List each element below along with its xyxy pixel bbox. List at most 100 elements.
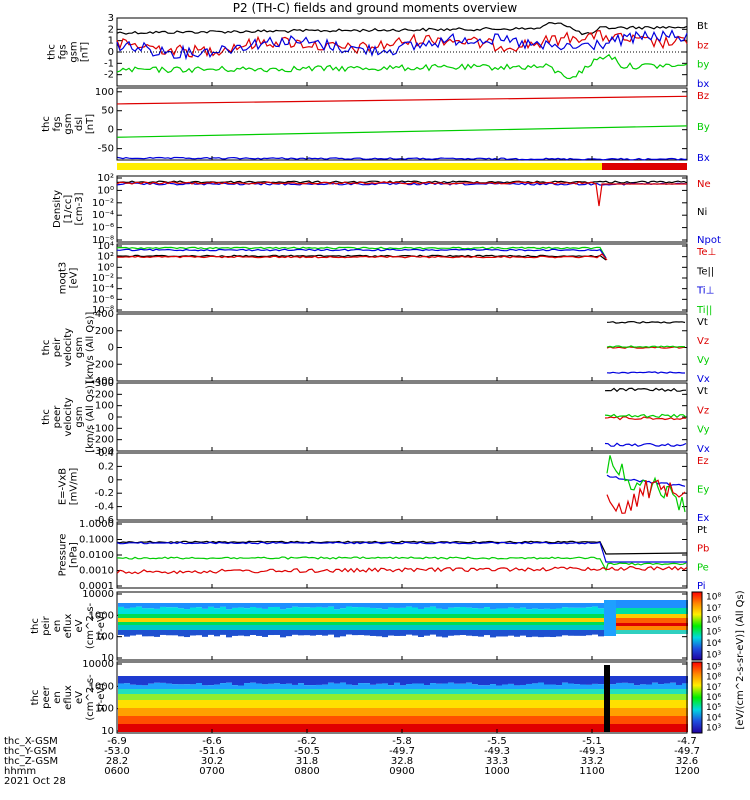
- spectrogram-cell: [664, 626, 670, 630]
- spectrogram-cell: [670, 708, 676, 716]
- spectrogram-cell: [610, 708, 616, 716]
- spectrogram-cell: [526, 622, 532, 625]
- spectrogram-cell: [550, 618, 556, 622]
- spectrogram-cell: [448, 676, 454, 683]
- spectrogram-cell: [658, 724, 664, 732]
- spectrogram-cell: [520, 618, 526, 622]
- spectrogram-cell: [244, 708, 250, 716]
- series-Bz: [116, 95, 688, 105]
- spectrogram-cell: [388, 607, 394, 614]
- y-axis-label: thc: [41, 409, 52, 425]
- spectrogram-cell: [304, 708, 310, 716]
- spectrogram-cell: [586, 694, 592, 700]
- spectrogram-cell: [274, 625, 280, 630]
- spectrogram-cell: [364, 716, 370, 724]
- spectrogram-cell: [508, 708, 514, 716]
- spectrogram-cell: [562, 724, 568, 732]
- y-axis-label: sr-eV): [96, 611, 107, 640]
- spectrogram-cell: [142, 689, 148, 694]
- legend-entry: Bz: [697, 91, 709, 102]
- spectrogram-cell: [142, 716, 148, 724]
- spectrogram-cell: [154, 608, 160, 614]
- spectrogram-cell: [256, 694, 262, 700]
- spectrogram-cell: [244, 618, 250, 622]
- spectrogram-cell: [286, 603, 292, 609]
- spectrogram-cell: [478, 724, 484, 732]
- spectrogram-cell: [124, 700, 130, 708]
- spectrogram-cell: [472, 625, 478, 630]
- spectrogram-cell: [220, 676, 226, 684]
- spectrogram-cell: [118, 630, 124, 635]
- spectrogram-cell: [628, 623, 634, 626]
- legend-entry: Ey: [697, 485, 709, 496]
- y-tick-label: 200: [95, 326, 114, 337]
- spectrogram-cell: [202, 685, 208, 689]
- spectrogram-cell: [472, 700, 478, 708]
- spectrogram-cell: [436, 689, 442, 694]
- spectrogram-cell: [382, 609, 388, 614]
- spectrogram-cell: [250, 614, 256, 618]
- legend-entry: By: [697, 122, 710, 133]
- spectrogram-cell: [616, 623, 622, 626]
- spectrogram-cell: [634, 676, 640, 686]
- spectrogram-cell: [652, 618, 658, 623]
- spectrogram-cell: [580, 625, 586, 630]
- spectrogram-cell: [556, 694, 562, 700]
- spectrogram-cell: [628, 708, 634, 716]
- spectrogram-cell: [334, 618, 340, 622]
- spectrogram-cell: [610, 689, 616, 694]
- spectrogram-cell: [484, 685, 490, 689]
- spectrogram-cell: [196, 625, 202, 630]
- spectrogram-cell: [658, 600, 664, 608]
- spectrogram-cell: [622, 608, 628, 614]
- spectrogram-cell: [520, 607, 526, 614]
- y-tick-label: 0.0010: [79, 566, 114, 577]
- spectrogram-cell: [208, 625, 214, 630]
- spectrogram-cell: [352, 676, 358, 686]
- spectrogram-cell: [676, 618, 682, 623]
- spectrogram-cell: [202, 689, 208, 694]
- spectrogram-cell: [178, 708, 184, 716]
- spectrogram-cell: [544, 603, 550, 609]
- spectrogram-cell: [562, 622, 568, 625]
- spectrogram-cell: [670, 626, 676, 630]
- spectrogram-cell: [376, 676, 382, 684]
- spectrogram-cell: [622, 618, 628, 623]
- spectrogram-cell: [436, 683, 442, 689]
- spectrogram-cell: [532, 694, 538, 700]
- spectrogram-cell: [496, 614, 502, 618]
- spectrogram-cell: [472, 618, 478, 622]
- spectrogram-cell: [466, 700, 472, 708]
- spectrogram-cell: [628, 689, 634, 694]
- spectrogram-cell: [340, 608, 346, 614]
- spectrogram-cell: [202, 708, 208, 716]
- spectrogram-cell: [160, 689, 166, 694]
- spectrogram-cell: [598, 676, 604, 685]
- spectrogram-cell: [466, 630, 472, 636]
- spectrogram-cell: [160, 618, 166, 622]
- spectrogram-cell: [646, 716, 652, 724]
- y-tick-label: 0: [108, 475, 114, 486]
- spectrogram-cell: [670, 700, 676, 708]
- y-tick-label: 0.2: [98, 461, 114, 472]
- spectrogram-cell: [610, 600, 616, 636]
- spectrogram-cell: [394, 630, 400, 636]
- spectrogram-cell: [526, 708, 532, 716]
- spectrogram-cell: [352, 625, 358, 630]
- spectrogram-cell: [472, 684, 478, 689]
- spectrogram-cell: [484, 603, 490, 608]
- spectrogram-cell: [562, 603, 568, 608]
- spectrogram-cell: [370, 614, 376, 618]
- spectrogram-cell: [586, 607, 592, 614]
- spectrogram-cell: [274, 618, 280, 622]
- spectrogram-cell: [178, 618, 184, 622]
- spectrogram-cell: [298, 683, 304, 689]
- y-tick-label: 100: [95, 401, 114, 412]
- y-axis-label: gsm: [74, 406, 85, 427]
- spectrogram-cell: [190, 614, 196, 618]
- spectrogram-cell: [436, 622, 442, 625]
- spectrogram-cell: [466, 724, 472, 732]
- spectrogram-cell: [154, 614, 160, 618]
- spectrogram-cell: [586, 676, 592, 685]
- spectrogram-cell: [526, 724, 532, 732]
